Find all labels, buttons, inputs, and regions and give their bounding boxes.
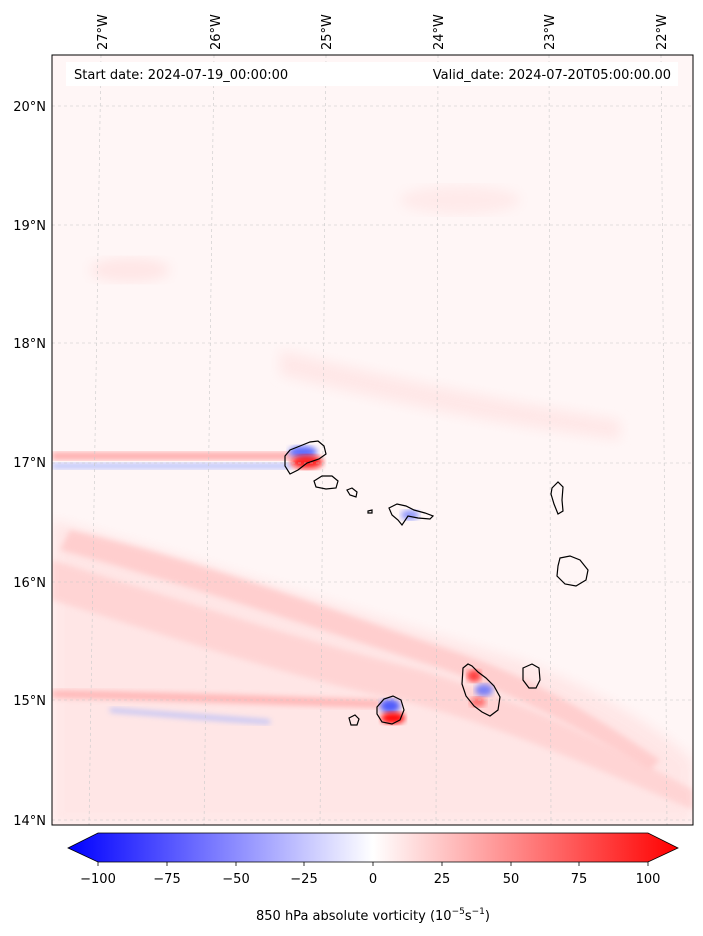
island-fogo [376, 695, 405, 725]
gridline-lon [660, 54, 668, 826]
lat-label: 20°N [13, 100, 46, 115]
wake-streak-south-blue [110, 708, 270, 724]
lat-label: 19°N [13, 219, 46, 234]
lat-label: 17°N [13, 456, 46, 471]
lon-label: 26°W [209, 14, 224, 50]
vortex-santo-antao-red [291, 455, 323, 469]
vortex-santo-antao-blue [289, 446, 317, 458]
vorticity-light-patches [280, 350, 620, 440]
colorbar-label-exp2: −1 [472, 907, 485, 917]
colorbar-tick-label: 75 [571, 872, 588, 887]
lat-label: 14°N [13, 814, 46, 829]
island-brava [348, 714, 360, 726]
island-sao-vicente [313, 475, 339, 490]
colorbar-bar [67, 832, 679, 863]
colorbar-tick-label: −25 [290, 872, 317, 887]
colorbar-tick-label: −100 [80, 872, 116, 887]
lon-label: 23°W [543, 14, 558, 50]
wake-streak-red [52, 452, 292, 460]
colorbar-tick-label: 100 [636, 872, 661, 887]
lon-label: 25°W [320, 14, 335, 50]
wake-streak-south-red [52, 690, 380, 708]
wake-streak-blue [52, 463, 292, 469]
lon-label: 27°W [96, 14, 111, 50]
map-panel: Start date: 2024-07-19_00:00:00 Valid_da… [51, 54, 694, 826]
island-santo-antao [284, 440, 327, 475]
vortex-santiago-blue [475, 684, 493, 696]
gridline-lon [319, 54, 327, 826]
lat-label: 15°N [13, 694, 46, 709]
vortex-sao-nicolau-blue [401, 510, 419, 520]
header-box [66, 62, 678, 86]
gridline-lon [548, 54, 552, 826]
island-sal [550, 481, 564, 515]
island-boa-vista [556, 555, 589, 587]
lon-label: 22°W [655, 14, 670, 50]
colorbar-label: 850 hPa absolute vorticity (10−5s−1) [256, 907, 490, 924]
gridline-lon [88, 54, 102, 826]
lon-label: 24°W [432, 14, 447, 50]
island-branco [367, 509, 373, 514]
vorticity-band-middle [52, 560, 693, 810]
colorbar-tick-label: −50 [222, 872, 249, 887]
start-date-label: Start date: 2024-07-19_00:00:00 [74, 68, 288, 83]
colorbar-tick-label: 50 [503, 872, 520, 887]
colorbar-label-main: 850 hPa absolute vorticity (10 [256, 909, 452, 924]
island-santiago [461, 663, 501, 717]
colorbar-label-mid: s [465, 909, 472, 924]
lat-label: 18°N [13, 337, 46, 352]
colorbar-tick-label: 0 [369, 872, 377, 887]
coastlines [284, 440, 589, 726]
vortex-fogo-blue [380, 699, 400, 713]
gridlines [52, 54, 693, 826]
vortex-santiago-red-south [470, 697, 486, 707]
colorbar-tick-label: −75 [153, 872, 180, 887]
vortex-santiago-red [467, 670, 481, 682]
colorbar: −100 −75 −50 −25 0 25 50 75 100 850 hPa … [67, 832, 679, 924]
colorbar-label-exp1: −5 [452, 907, 465, 917]
colorbar-label-end: ) [485, 909, 490, 924]
vorticity-band-diagonal [60, 530, 660, 770]
longitude-labels: 27°W 26°W 25°W 24°W 23°W 22°W [96, 14, 670, 50]
vorticity-patch-west [90, 258, 170, 282]
vorticity-field [52, 186, 693, 825]
colorbar-tick-labels: −100 −75 −50 −25 0 25 50 75 100 [80, 872, 660, 887]
colorbar-tick-label: 25 [434, 872, 451, 887]
gridline-lon [435, 54, 439, 826]
vorticity-patch-north [400, 186, 520, 214]
lat-label: 16°N [13, 576, 46, 591]
map-frame [51, 54, 694, 826]
colorbar-ticks [97, 862, 649, 866]
latitude-labels: 20°N 19°N 18°N 17°N 16°N 15°N 14°N [13, 100, 46, 829]
valid-date-label: Valid_date: 2024-07-20T05:00:00.00 [433, 68, 671, 83]
island-sao-nicolau [388, 503, 435, 527]
island-santa-luzia [346, 487, 358, 498]
island-maio [522, 663, 541, 689]
gridline-lon [203, 54, 215, 826]
